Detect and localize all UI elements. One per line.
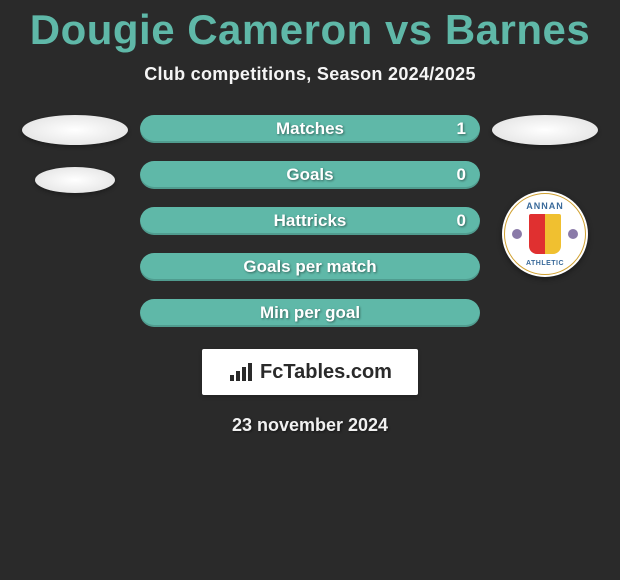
badge-text-bottom: ATHLETIC bbox=[526, 260, 564, 267]
player-club-placeholder bbox=[35, 167, 115, 193]
right-player-column: ANNAN ATHLETIC bbox=[480, 115, 610, 327]
thistle-icon bbox=[568, 229, 578, 239]
brand-box[interactable]: FcTables.com bbox=[202, 349, 418, 395]
stat-bar-goals-per-match: Goals per match bbox=[140, 253, 480, 281]
brand-text: FcTables.com bbox=[260, 361, 392, 384]
left-player-column bbox=[10, 115, 140, 327]
comparison-area: Matches 1 Goals 0 Hattricks 0 Goals per … bbox=[0, 115, 620, 327]
thistle-icon bbox=[512, 229, 522, 239]
player-photo-placeholder bbox=[22, 115, 128, 145]
stat-label: Goals per match bbox=[243, 257, 376, 277]
stat-value-right: 0 bbox=[457, 211, 466, 231]
stat-value-right: 1 bbox=[457, 119, 466, 139]
stat-bar-goals: Goals 0 bbox=[140, 161, 480, 189]
stat-label: Goals bbox=[286, 165, 333, 185]
stats-column: Matches 1 Goals 0 Hattricks 0 Goals per … bbox=[140, 115, 480, 327]
player-photo-placeholder bbox=[492, 115, 598, 145]
page-title: Dougie Cameron vs Barnes bbox=[30, 6, 591, 54]
club-badge-annan: ANNAN ATHLETIC bbox=[502, 191, 588, 277]
bar-chart-icon bbox=[228, 361, 254, 383]
stat-bar-matches: Matches 1 bbox=[140, 115, 480, 143]
stat-label: Min per goal bbox=[260, 303, 360, 323]
stat-label: Hattricks bbox=[274, 211, 347, 231]
page-subtitle: Club competitions, Season 2024/2025 bbox=[144, 64, 476, 85]
stat-bar-hattricks: Hattricks 0 bbox=[140, 207, 480, 235]
stat-bar-min-per-goal: Min per goal bbox=[140, 299, 480, 327]
badge-text-top: ANNAN bbox=[526, 201, 564, 211]
stat-value-right: 0 bbox=[457, 165, 466, 185]
date-stamp: 23 november 2024 bbox=[232, 415, 388, 436]
stat-label: Matches bbox=[276, 119, 344, 139]
